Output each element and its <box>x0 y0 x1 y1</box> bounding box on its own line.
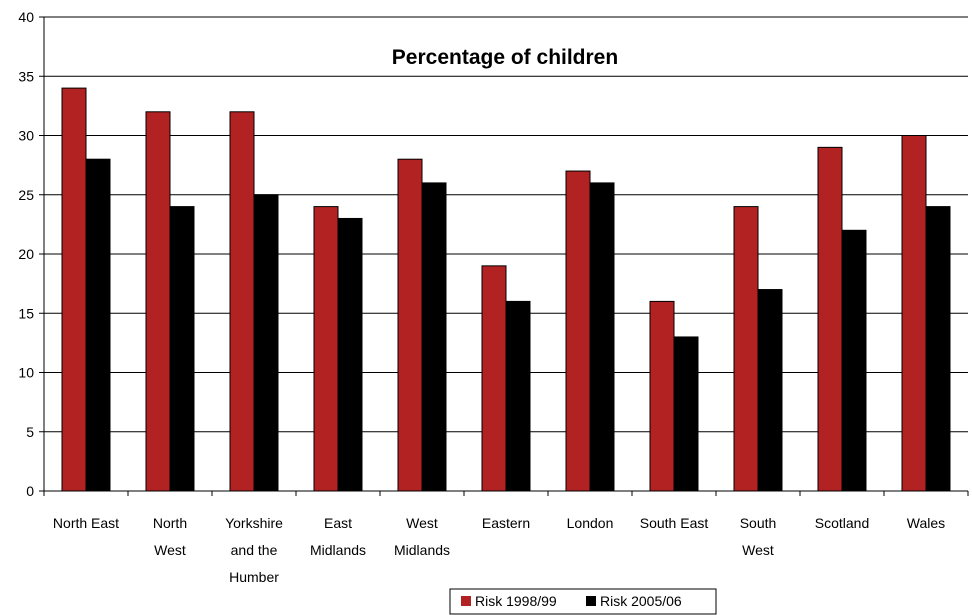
bar-2005-5 <box>505 300 531 492</box>
x-category-label: Yorkshire and the Humber <box>225 515 283 585</box>
x-category-label: North East <box>53 515 119 531</box>
legend-label-1998: Risk 1998/99 <box>475 593 557 609</box>
bar-2005-1 <box>169 206 195 492</box>
x-category-label: South West <box>740 515 777 558</box>
bar-1998-8 <box>733 206 759 492</box>
x-category-label: Scotland <box>815 515 869 531</box>
bar-2005-9 <box>841 229 867 492</box>
legend-box <box>449 588 717 615</box>
bar-1998-3 <box>313 206 339 492</box>
bar-2005-3 <box>337 217 363 492</box>
y-tick-label: 15 <box>18 305 34 321</box>
legend-swatch-1998 <box>461 596 471 606</box>
bar-1998-6 <box>565 170 591 492</box>
legend-swatch-2005 <box>586 596 596 606</box>
x-category-label: East Midlands <box>310 515 366 558</box>
bar-1998-5 <box>481 265 507 492</box>
bar-2005-10 <box>925 206 951 492</box>
x-category-labels: North East North West Yorkshire and the Humbe… <box>53 515 945 585</box>
y-tick-label: 20 <box>18 246 34 262</box>
y-tick-label: 40 <box>18 9 34 25</box>
y-tick-label: 35 <box>18 68 34 84</box>
y-tick-label: 10 <box>18 365 34 381</box>
legend: Risk 1998/99 Risk 2005/06 <box>449 588 717 615</box>
y-tick-label: 30 <box>18 128 34 144</box>
chart-title: Percentage of children <box>392 46 618 69</box>
y-tick-label: 0 <box>26 483 34 499</box>
bars <box>61 87 951 492</box>
bar-1998-10 <box>901 135 927 492</box>
bar-1998-7 <box>649 300 675 492</box>
y-tick-label: 25 <box>18 187 34 203</box>
x-category-label: West Midlands <box>394 515 450 558</box>
y-ticks: 0 5 10 15 20 25 30 35 40 <box>18 9 969 499</box>
x-category-label: London <box>567 515 614 531</box>
bar-1998-0 <box>61 87 87 492</box>
x-category-label: North West <box>153 515 187 558</box>
bar-2005-4 <box>421 182 447 492</box>
y-tick-label: 5 <box>26 424 34 440</box>
x-category-label: Wales <box>907 515 945 531</box>
x-category-label: South East <box>640 515 709 531</box>
bar-1998-4 <box>397 158 423 492</box>
bar-2005-6 <box>589 182 615 492</box>
bar-2005-7 <box>673 336 699 492</box>
bar-2005-8 <box>757 289 783 492</box>
bar-1998-2 <box>229 111 255 492</box>
bar-2005-0 <box>85 158 111 492</box>
legend-label-2005: Risk 2005/06 <box>600 593 682 609</box>
bar-2005-2 <box>253 194 279 492</box>
bar-1998-9 <box>817 146 843 492</box>
bar-1998-1 <box>145 111 171 492</box>
x-category-label: Eastern <box>482 515 530 531</box>
